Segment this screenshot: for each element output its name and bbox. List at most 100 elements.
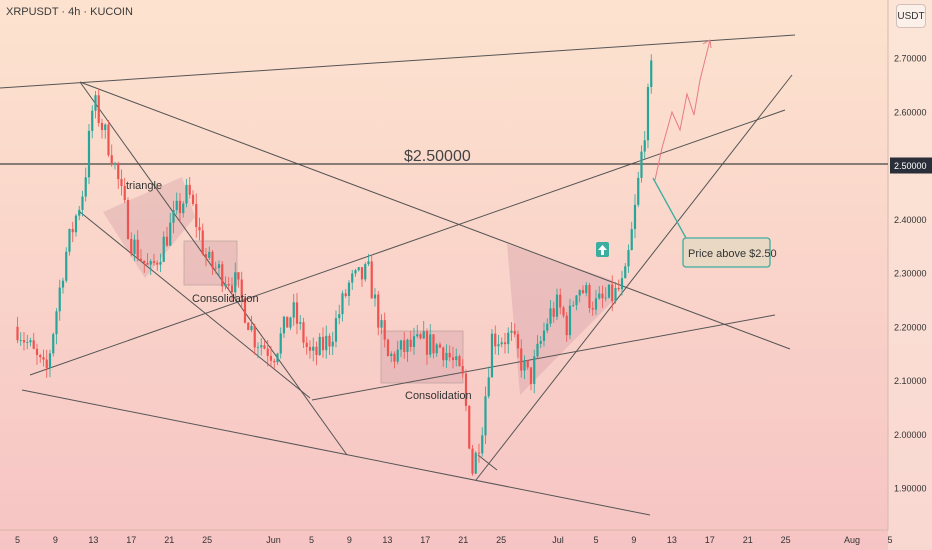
candle-up <box>533 356 536 385</box>
price-tick-label: 2.50000 <box>894 161 927 171</box>
time-tick-label: 13 <box>382 535 392 545</box>
currency-button[interactable]: USDT <box>896 4 926 28</box>
candle-down <box>22 340 26 343</box>
candle-up <box>646 87 650 141</box>
candle-up <box>536 343 539 357</box>
candle-down <box>451 357 455 361</box>
up-arrow-icon <box>596 242 609 257</box>
candle-down <box>35 348 39 355</box>
candle-down <box>588 285 591 309</box>
time-axis[interactable]: 5 9 13 17 21 25 Jun 5 9 13 17 21 25 Jul 5 9 13 17 21 25 Aug 5 <box>15 535 893 545</box>
candle-up <box>487 377 490 397</box>
candle-up <box>604 297 607 299</box>
candle-down <box>139 258 143 261</box>
trend-lines <box>0 34 888 516</box>
candle-up <box>182 203 185 214</box>
candle-down <box>178 200 182 214</box>
candle-up <box>325 335 328 351</box>
candle-up <box>594 298 598 310</box>
time-tick-label: 9 <box>631 535 636 545</box>
candle-up <box>318 336 321 355</box>
candle-down <box>305 342 308 348</box>
candle-up <box>640 151 643 178</box>
projected-path <box>654 39 711 181</box>
candle-down <box>529 367 533 385</box>
candle-up <box>282 316 286 334</box>
candle-up <box>279 333 282 354</box>
candle-down <box>269 355 273 361</box>
candle-up <box>29 340 32 343</box>
steep-descending-line <box>79 81 348 456</box>
candle-down <box>516 334 520 349</box>
candle-down <box>377 294 380 328</box>
price-axis[interactable]: 2.70000 2.60000 2.50000 2.40000 2.30000 2.200… <box>890 54 932 494</box>
time-tick-label: 21 <box>164 535 174 545</box>
candle-up <box>406 339 409 352</box>
candle-down <box>273 360 276 363</box>
candle-down <box>146 263 149 265</box>
candle-up <box>620 278 624 290</box>
candle-up <box>354 270 357 274</box>
candle-down <box>393 353 396 362</box>
candle-up <box>484 396 487 436</box>
triangle-label: triangle <box>126 180 162 192</box>
consolidation-support-line <box>311 314 776 401</box>
candle-up <box>208 251 211 258</box>
candle-down <box>442 347 445 361</box>
channel-lower-line <box>79 211 311 399</box>
candle-down <box>126 200 130 239</box>
callout-box <box>682 237 771 268</box>
candle-down <box>552 308 555 317</box>
candle-up <box>48 353 52 369</box>
candle-down <box>201 230 204 255</box>
time-tick-label: 5 <box>887 535 892 545</box>
candle-down <box>370 261 373 299</box>
candle-up <box>299 322 302 324</box>
candle-down <box>581 290 585 294</box>
candle-up <box>390 353 393 357</box>
candle-down <box>344 293 347 296</box>
candle-down <box>39 354 42 358</box>
candle-down <box>432 334 435 354</box>
callout-label: Price above $2.50 <box>688 248 777 260</box>
price-tick-label: 2.40000 <box>894 215 927 225</box>
candle-up <box>575 295 578 306</box>
candle-down <box>107 124 110 156</box>
time-tick-label: 17 <box>705 535 715 545</box>
candle-up <box>429 334 432 355</box>
candle-up <box>312 346 315 351</box>
candle-down <box>221 264 224 287</box>
candle-up <box>26 342 29 343</box>
candle-up <box>373 294 377 299</box>
candle-up <box>614 287 617 302</box>
candle-down <box>559 294 562 308</box>
candle-down <box>211 251 214 268</box>
candle-up <box>91 110 94 131</box>
candle-down <box>188 184 191 195</box>
candle-up <box>94 95 97 111</box>
time-tick-label: 5 <box>593 535 598 545</box>
candle-down <box>471 448 474 474</box>
candle-down <box>403 340 406 352</box>
price-tick-label: 2.60000 <box>894 107 927 117</box>
candle-down <box>477 452 481 454</box>
candle-up <box>633 204 637 230</box>
candle-up <box>217 264 221 269</box>
price-tick-label: 2.70000 <box>894 54 927 64</box>
candle-down <box>438 344 442 348</box>
candle-down <box>458 356 461 367</box>
candle-up <box>572 305 575 306</box>
candle-up <box>159 261 162 265</box>
candle-down <box>110 155 113 165</box>
candle-down <box>286 316 289 328</box>
candle-up <box>500 342 503 345</box>
candle-up <box>630 229 633 251</box>
candle-up <box>55 311 58 335</box>
candle-up <box>357 267 360 271</box>
candle-down <box>468 405 471 449</box>
candle-down <box>383 320 386 340</box>
candle-up <box>292 302 295 318</box>
candle-down <box>32 340 35 349</box>
candle-down <box>302 322 305 343</box>
